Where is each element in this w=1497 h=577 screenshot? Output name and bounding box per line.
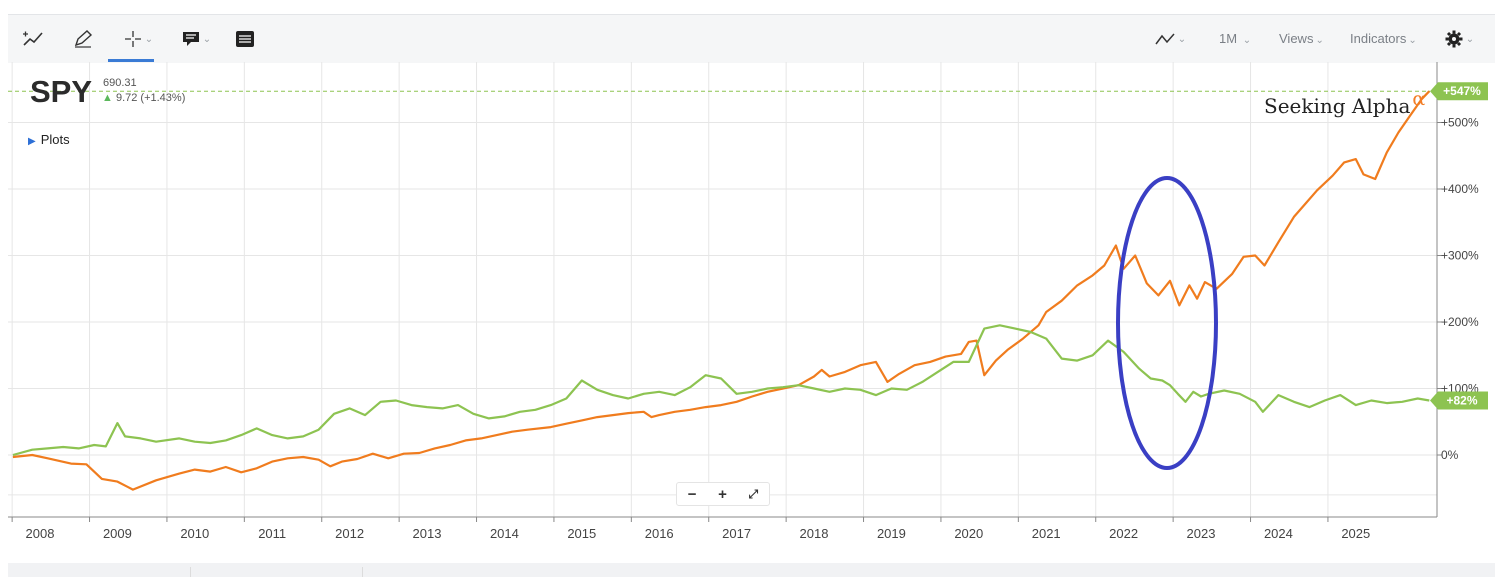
indicators-menu[interactable]: Indicators ⌄ (1350, 31, 1417, 46)
x-tick-label: 2020 (954, 526, 983, 541)
zoom-in-button[interactable]: + (718, 485, 727, 503)
x-tick-label: 2008 (26, 526, 55, 541)
chevron-down-icon: ⌄ (1465, 33, 1475, 45)
plots-toggle[interactable]: ▶ Plots (28, 132, 70, 147)
x-tick-label: 2023 (1187, 526, 1216, 541)
end-badge-bg (1430, 391, 1488, 410)
x-tick-label: 2018 (800, 526, 829, 541)
ticker-price: 690.31 (103, 77, 137, 89)
x-tick-label: 2017 (722, 526, 751, 541)
period-select[interactable]: 1M ⌄ (1219, 31, 1252, 46)
pencil-icon[interactable] (68, 15, 98, 63)
table-icon[interactable] (232, 15, 258, 63)
y-tick-label: +400% (1441, 182, 1479, 196)
zoom-out-button[interactable]: − (687, 485, 697, 503)
views-menu[interactable]: Views ⌄ (1279, 31, 1324, 46)
zoom-controls: − + ⤢ (676, 482, 770, 506)
add-line-icon[interactable] (18, 15, 48, 63)
x-tick-label: 2024 (1264, 526, 1293, 541)
chart-toolbar: ⌄ ⌄ ⌄ 1M ⌄ Views ⌄ Indicators ⌄ ⌄ (8, 14, 1495, 63)
x-tick-label: 2010 (180, 526, 209, 541)
chevron-down-icon: ⌄ (144, 33, 154, 45)
chevron-down-icon: ⌄ (1177, 33, 1187, 45)
chevron-down-icon: ⌄ (202, 33, 212, 45)
y-tick-label: 0% (1441, 448, 1459, 462)
x-tick-label: 2025 (1341, 526, 1370, 541)
gear-icon[interactable]: ⌄ (1440, 15, 1478, 63)
chart-type-icon[interactable]: ⌄ (1148, 15, 1192, 63)
fit-button[interactable]: ⤢ (748, 486, 759, 501)
end-badge-bg (1430, 82, 1488, 101)
x-tick-label: 2012 (335, 526, 364, 541)
x-tick-label: 2009 (103, 526, 132, 541)
x-tick-label: 2014 (490, 526, 519, 541)
end-badge-label: +547% (1443, 84, 1481, 98)
x-tick-label: 2011 (258, 526, 286, 541)
highlight-ellipse (1116, 176, 1218, 470)
x-tick-label: 2015 (567, 526, 596, 541)
active-tool-indicator (108, 59, 154, 62)
x-tick-label: 2021 (1032, 526, 1061, 541)
end-badge-green: +82% (1430, 391, 1488, 410)
x-tick-label: 2019 (877, 526, 906, 541)
y-tick-label: +300% (1441, 249, 1479, 263)
series-line-orange[interactable] (12, 90, 1431, 491)
ticker-symbol: SPY (30, 74, 93, 109)
crosshair-icon[interactable]: ⌄ (116, 15, 160, 63)
end-badge-label: +82% (1446, 393, 1477, 407)
ticker-change-value: 9.72 (+1.43%) (115, 92, 186, 104)
x-tick-label: 2016 (645, 526, 674, 541)
x-tick-label: 2013 (413, 526, 442, 541)
plots-label: Plots (40, 132, 70, 147)
comment-icon[interactable]: ⌄ (174, 15, 218, 63)
series-line-green[interactable] (12, 324, 1430, 457)
seeking-alpha-logo: Seeking Alpha α (1264, 88, 1426, 118)
x-tick-label: 2022 (1109, 526, 1138, 541)
y-tick-label: +200% (1441, 315, 1479, 329)
triangle-right-icon: ▶ (28, 136, 36, 147)
end-badge-orange: +547% (1430, 82, 1488, 101)
y-tick-label: +500% (1441, 116, 1479, 130)
arrow-up-icon: ▲ (102, 92, 113, 104)
ticker-change: ▲ 9.72 (+1.43%) (102, 92, 185, 104)
bottom-strip (8, 563, 1495, 577)
